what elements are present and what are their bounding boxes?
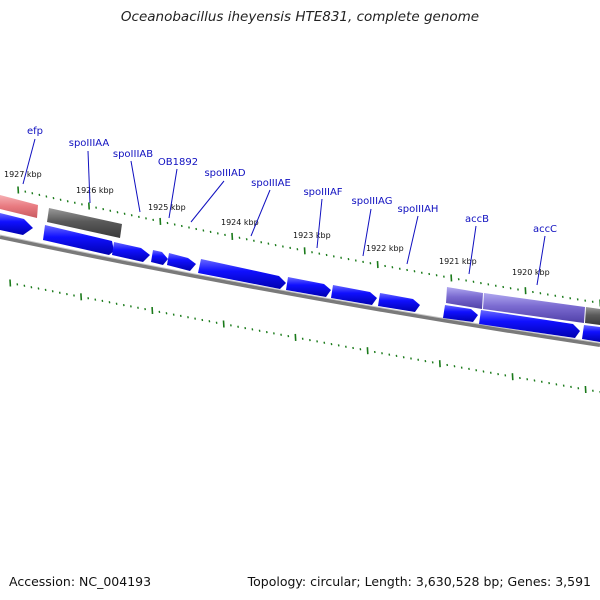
- gene-arrow[interactable]: [0, 213, 33, 235]
- label-leader-spoIIIAD: [190, 180, 225, 223]
- label-leader-spoIIIAB: [130, 160, 141, 213]
- gene-arrow[interactable]: [331, 285, 377, 305]
- kbp-tick-label: 1927 kbp: [4, 170, 42, 179]
- gene-label-efp[interactable]: efp: [27, 126, 43, 137]
- gene-arrow[interactable]: [443, 305, 478, 322]
- gene-bar-efp-highlight[interactable]: [0, 195, 38, 218]
- gene-arrow[interactable]: [43, 225, 114, 255]
- gene-label-spoIIIAE[interactable]: spoIIIAE: [251, 178, 291, 189]
- accession-text: Accession: NC_004193: [9, 574, 152, 589]
- gene-bar-purple[interactable]: [446, 287, 483, 309]
- label-leader-accC: [536, 235, 546, 286]
- kbp-tick-label: 1921 kbp: [439, 257, 477, 266]
- gene-arrow[interactable]: [286, 277, 331, 297]
- kbp-tick-label: 1925 kbp: [148, 203, 186, 212]
- gene-arrow[interactable]: [167, 253, 196, 271]
- gene-arrow[interactable]: [479, 310, 580, 338]
- label-leader-OB1892: [168, 168, 178, 219]
- gene-label-OB1892[interactable]: OB1892: [158, 157, 198, 168]
- gene-arrow[interactable]: [151, 250, 168, 265]
- kbp-tick-label: 1923 kbp: [293, 231, 331, 240]
- gene-arrow[interactable]: [582, 325, 600, 342]
- gene-label-spoIIIAG[interactable]: spoIIIAG: [352, 196, 393, 207]
- gene-arrow[interactable]: [112, 242, 150, 262]
- label-leader-spoIIIAE: [250, 189, 271, 237]
- gene-bar-gray[interactable]: [47, 208, 122, 238]
- gene-label-spoIIIAB[interactable]: spoIIIAB: [113, 149, 153, 160]
- gene-label-spoIIIAH[interactable]: spoIIIAH: [398, 204, 439, 215]
- label-leader-spoIIIAA: [87, 150, 91, 204]
- kbp-tick-label: 1920 kbp: [512, 268, 550, 277]
- outer-tick-ruler: [17, 186, 600, 307]
- label-leader-accB: [468, 225, 477, 275]
- genome-title: Oceanobacillus iheyensis HTE831, complet…: [120, 9, 480, 25]
- gene-label-spoIIIAF[interactable]: spoIIIAF: [303, 187, 342, 198]
- gene-bar-gray[interactable]: [585, 307, 600, 325]
- genome-backbone-highlight: [0, 234, 600, 344]
- gene-label-accC[interactable]: accC: [533, 224, 557, 235]
- kbp-tick-label: 1924 kbp: [221, 218, 259, 227]
- genome-backbone: [0, 235, 600, 347]
- inner-tick-ruler: [9, 279, 600, 394]
- gene-bar-purple[interactable]: [483, 293, 585, 323]
- genome-summary-text: Topology: circular; Length: 3,630,528 bp…: [247, 574, 591, 589]
- kbp-tick-label: 1922 kbp: [366, 244, 404, 253]
- gene-label-spoIIIAA[interactable]: spoIIIAA: [69, 138, 110, 149]
- label-leader-spoIIIAF: [316, 198, 323, 249]
- gene-arrow[interactable]: [198, 259, 286, 289]
- gene-label-accB[interactable]: accB: [465, 214, 489, 225]
- label-leader-spoIIIAH: [406, 215, 419, 265]
- gene-arrow[interactable]: [378, 293, 420, 312]
- kbp-tick-label: 1926 kbp: [76, 186, 114, 195]
- label-leader-spoIIIAG: [362, 208, 372, 257]
- label-leader-efp: [22, 138, 36, 185]
- gene-label-spoIIIAD[interactable]: spoIIIAD: [204, 168, 245, 179]
